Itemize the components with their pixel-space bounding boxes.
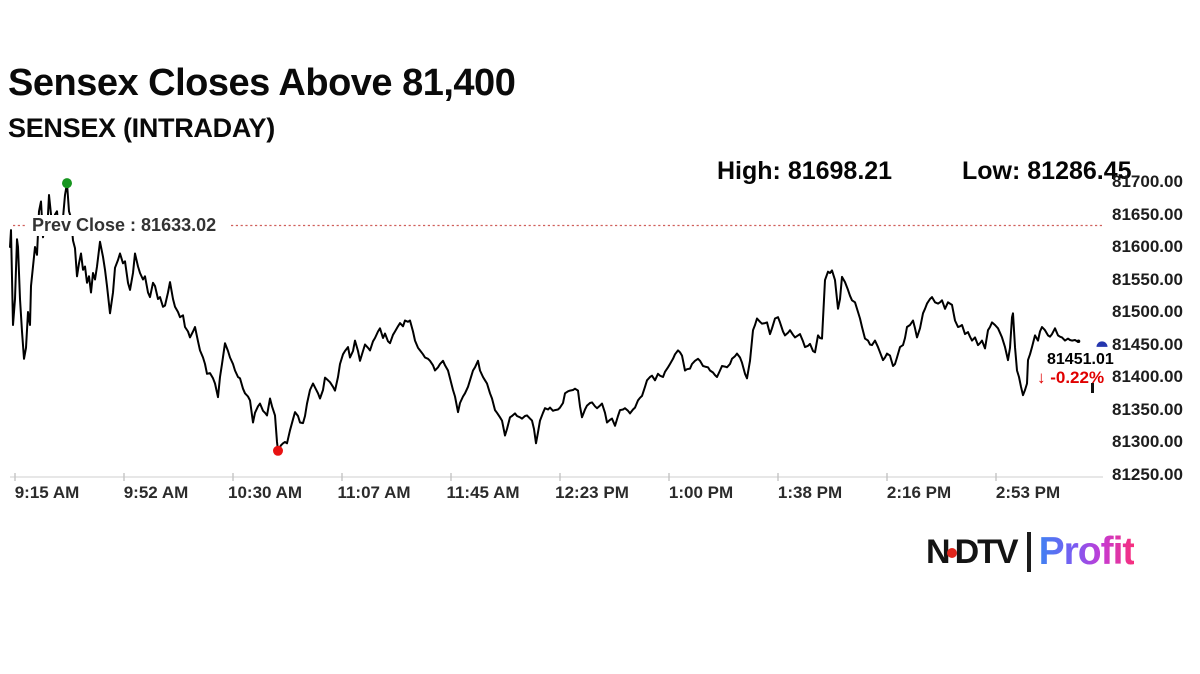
price-line [9,182,1079,452]
last-price-label: 81451.01 [1045,351,1116,369]
y-axis-label: 81250.00 [1112,465,1183,484]
y-axis-label: 81500.00 [1112,302,1183,321]
low-value-label: Low: 81286.45 [962,157,1132,185]
x-axis-label: 11:45 AM [446,483,520,502]
x-axis-label: 11:07 AM [337,483,411,502]
ndtv-red-dot-icon [946,548,957,558]
y-axis-label: 81350.00 [1112,400,1183,419]
line-end-dot [1076,339,1081,344]
x-axis-label: 9:15 AM [14,483,80,502]
y-axis-label: 81400.00 [1112,367,1183,386]
y-axis-label: 81700.00 [1112,172,1183,191]
prev-close-label: Prev Close : 81633.02 [28,215,221,236]
x-axis-label: 10:30 AM [227,483,303,502]
y-axis-label: 81600.00 [1112,237,1183,256]
x-axis-label: 2:53 PM [995,483,1061,502]
ndtv-wordmark: N DTV [926,532,1019,572]
chart-title: SENSEX (INTRADAY) [8,113,275,143]
y-axis-label: 81650.00 [1112,205,1183,224]
high-marker-dot [62,178,72,189]
x-axis-label: 1:00 PM [668,483,734,502]
last-marker-dot [1096,341,1108,347]
y-axis-label: 81450.00 [1112,335,1183,354]
y-axis-label: 81300.00 [1112,432,1183,451]
x-axis-label: 9:52 AM [123,483,189,502]
y-axis-label: 81550.00 [1112,270,1183,289]
low-marker-dot [273,445,283,456]
x-axis-label: 12:23 PM [555,483,629,502]
ndtv-n: N [926,532,951,571]
last-tick-mark [1091,383,1094,393]
x-axis-label: 1:38 PM [777,483,843,502]
ndtv-profit-logo: N DTV Profit [926,530,1136,574]
ndtv-dtv: DTV [954,532,1019,571]
last-change-label: ↓ -0.22% [1037,368,1105,387]
x-axis-label: 2:16 PM [886,483,952,502]
profit-wordmark: Profit [1038,530,1136,573]
logo-divider [1026,532,1031,572]
page-title: Sensex Closes Above 81,400 [8,62,516,104]
high-value-label: High: 81698.21 [717,157,893,185]
